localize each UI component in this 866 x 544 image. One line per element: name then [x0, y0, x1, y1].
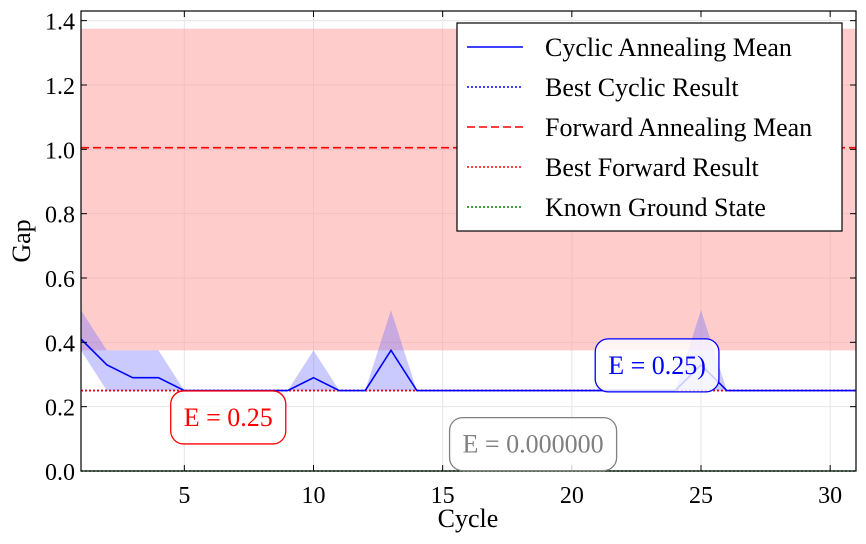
annotation-text: E = 0.25 — [184, 403, 273, 432]
x-tick-label: 15 — [431, 483, 455, 509]
annotation-frame — [594, 338, 720, 393]
annotation-text: E = 0.000000 — [463, 430, 604, 459]
annotation-text: E = 0.25) — [608, 351, 706, 380]
y-tick-label: 1.4 — [45, 10, 75, 36]
annotations: E = 0.25 E = 0.25) E = 0.000000 — [170, 338, 720, 472]
x-tick-label: 20 — [560, 483, 584, 509]
annotation-box: E = 0.25) — [594, 338, 720, 393]
x-tick-label: 10 — [302, 483, 326, 509]
x-tick-label: 30 — [818, 483, 842, 509]
y-tick-label: 0.2 — [45, 396, 75, 422]
legend-label: Cyclic Annealing Mean — [545, 33, 792, 62]
annotation-box: E = 0.25 — [170, 390, 287, 445]
legend: Cyclic Annealing Mean Best Cyclic Result F… — [456, 22, 843, 232]
y-tick-label: 0.0 — [45, 460, 75, 486]
annotation-frame — [448, 417, 618, 472]
y-tick-label: 1.0 — [45, 138, 75, 164]
annotation-frame — [170, 390, 287, 445]
x-tick-label: 25 — [689, 483, 713, 509]
y-tick-label: 1.2 — [45, 74, 75, 100]
x-tick-label: 5 — [178, 483, 190, 509]
annotation-box: E = 0.000000 — [448, 417, 618, 472]
legend-label: Best Cyclic Result — [545, 73, 739, 102]
y-tick-label: 0.6 — [45, 267, 75, 293]
axes: 5 10 15 20 25 30 0.0 0.2 0.4 0.6 0.8 1.0 1.2 1.4 — [45, 10, 857, 509]
y-axis-label: Gap — [7, 219, 36, 262]
legend-label: Known Ground State — [545, 193, 766, 222]
legend-label: Forward Annealing Mean — [545, 113, 812, 142]
y-tick-label: 0.4 — [45, 331, 75, 357]
y-tick-label: 0.8 — [45, 203, 75, 229]
x-axis-label: Cycle — [438, 504, 499, 533]
legend-label: Best Forward Result — [545, 153, 760, 182]
